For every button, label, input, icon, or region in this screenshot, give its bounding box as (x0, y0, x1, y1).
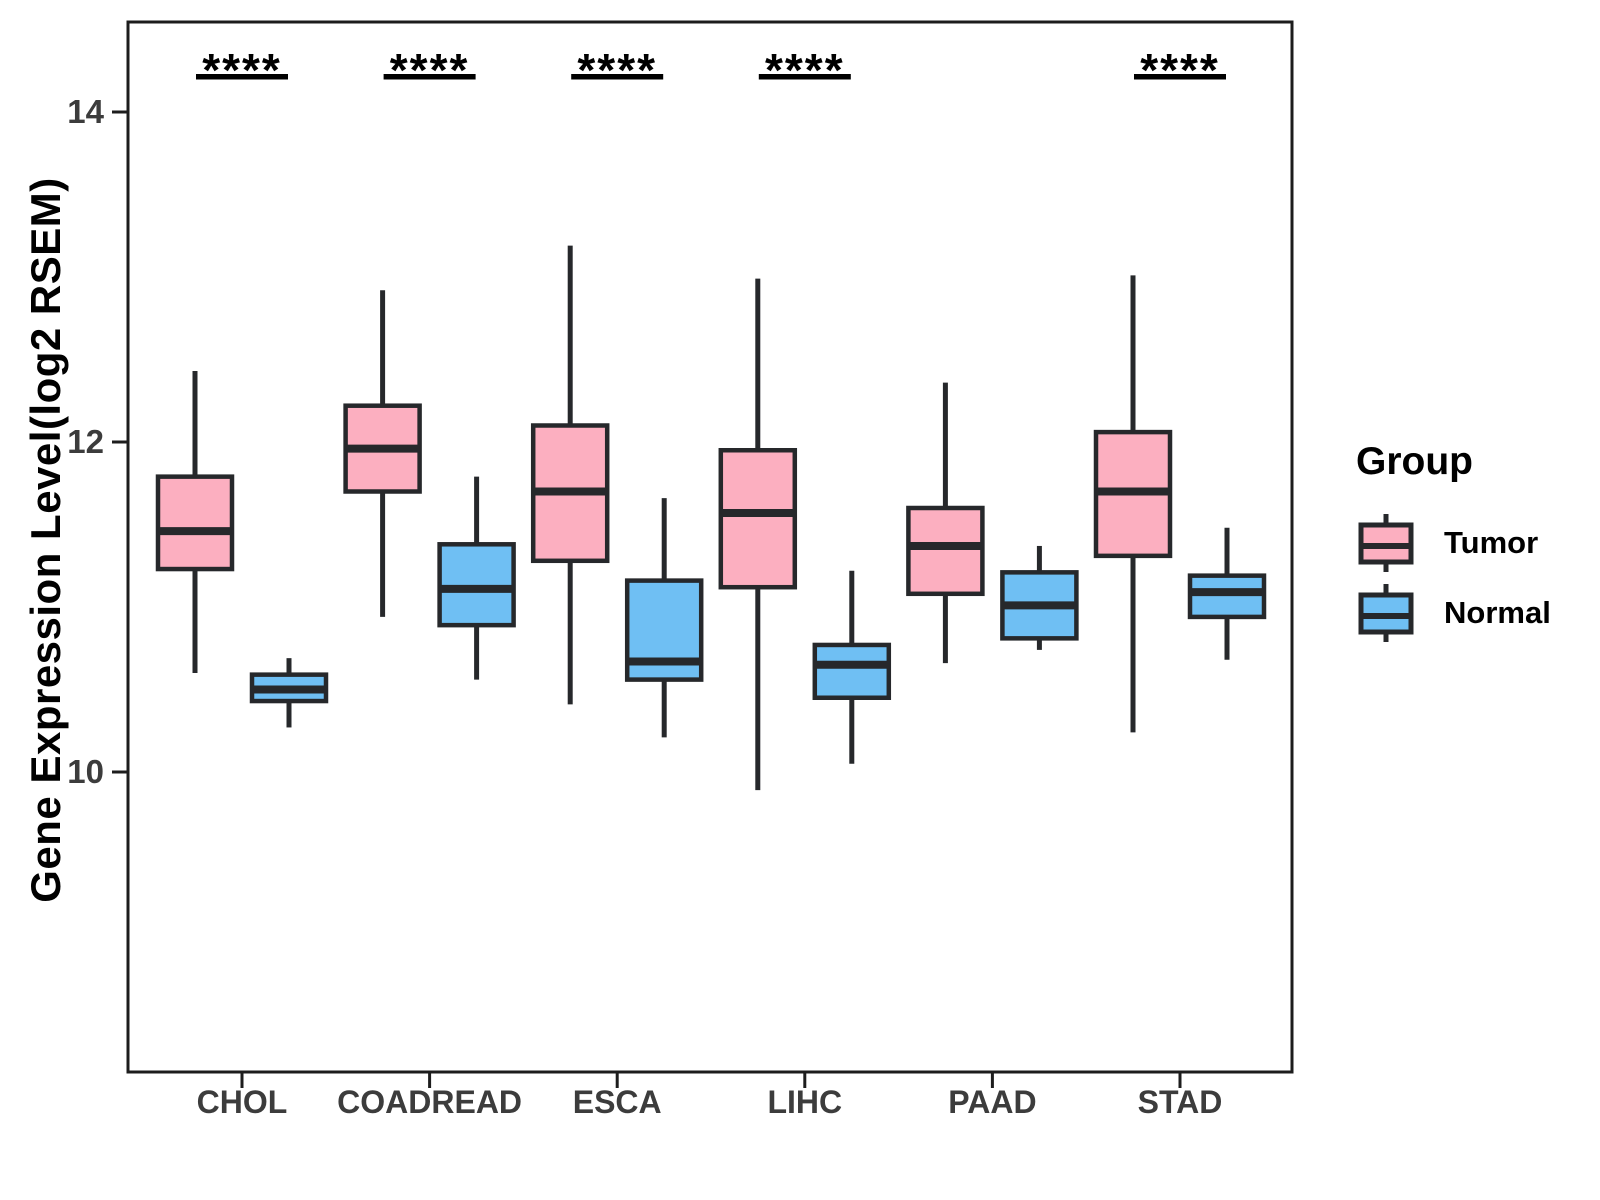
significance-stars-coadread: **** (390, 44, 470, 96)
boxplot-glyph-icon (1358, 514, 1414, 572)
box-lihc-tumor (718, 448, 798, 590)
significance-bar-coadread (383, 74, 476, 80)
box-coadread-normal (437, 542, 516, 628)
box-paad-tumor (906, 505, 985, 597)
box-chol-tumor (155, 474, 235, 572)
y-axis-title-text: Gene Expression Level(log2 RSEM) (22, 177, 69, 903)
legend: Group Tumor Normal (1356, 440, 1551, 648)
plot-panel-border (126, 20, 1294, 1074)
y-tick-label: 14 (67, 93, 104, 130)
y-tick-label: 12 (67, 423, 104, 460)
x-tick-label-paad: PAAD (948, 1084, 1036, 1120)
legend-title: Group (1356, 440, 1473, 483)
significance-bar-esca (571, 74, 664, 80)
x-tick-label-coadread: COADREAD (337, 1084, 522, 1120)
x-tick-label-esca: ESCA (573, 1084, 662, 1120)
boxplot-glyph-icon (1358, 584, 1414, 642)
significance-bar-stad (1134, 74, 1226, 80)
significance-stars-stad: **** (1140, 44, 1220, 96)
x-tick-label-lihc: LIHC (767, 1084, 842, 1120)
box-stad-normal (1187, 573, 1267, 620)
significance-stars-esca: **** (577, 44, 657, 96)
significance-stars-chol: **** (202, 44, 282, 96)
legend-label-tumor: Tumor (1444, 525, 1539, 560)
box-lihc-normal (812, 642, 892, 701)
significance-stars-lihc: **** (765, 44, 845, 96)
legend-item-tumor: Tumor (1356, 508, 1551, 578)
x-tick-label-stad: STAD (1138, 1084, 1223, 1120)
significance-bar-lihc (758, 74, 851, 80)
legend-label-normal: Normal (1444, 595, 1551, 630)
x-tick-label-chol: CHOL (197, 1084, 288, 1120)
y-tick-label: 10 (67, 753, 104, 790)
significance-bar-chol (196, 74, 288, 80)
legend-item-normal: Normal (1356, 578, 1551, 648)
